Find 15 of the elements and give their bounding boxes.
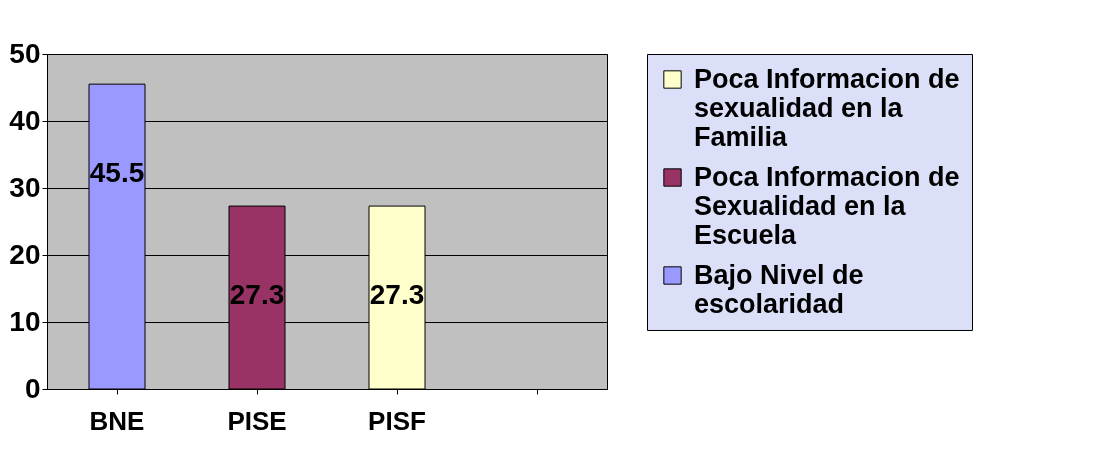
y-tick-label: 50 [9, 37, 41, 69]
legend-label: Poca Informacion de sexualidad en la Familia [694, 63, 960, 152]
y-tick-label: 40 [9, 104, 41, 136]
x-tick-label: BNE [89, 405, 145, 436]
y-tick-label: 30 [9, 171, 41, 203]
y-tick-label: 10 [9, 305, 41, 337]
x-tick-label: PISF [368, 405, 426, 436]
data-label: 27.3 [229, 279, 285, 311]
data-label: 27.3 [369, 279, 425, 311]
y-tick-label: 0 [24, 372, 41, 404]
x-tick-label: PISE [227, 405, 287, 436]
y-tick-label: 20 [9, 238, 41, 270]
data-label: 45.5 [89, 157, 145, 189]
legend-label: Poca Informacion de Sexualidad en la Escuela [694, 161, 960, 250]
legend-label: Bajo Nivel de escolaridad [694, 259, 864, 319]
